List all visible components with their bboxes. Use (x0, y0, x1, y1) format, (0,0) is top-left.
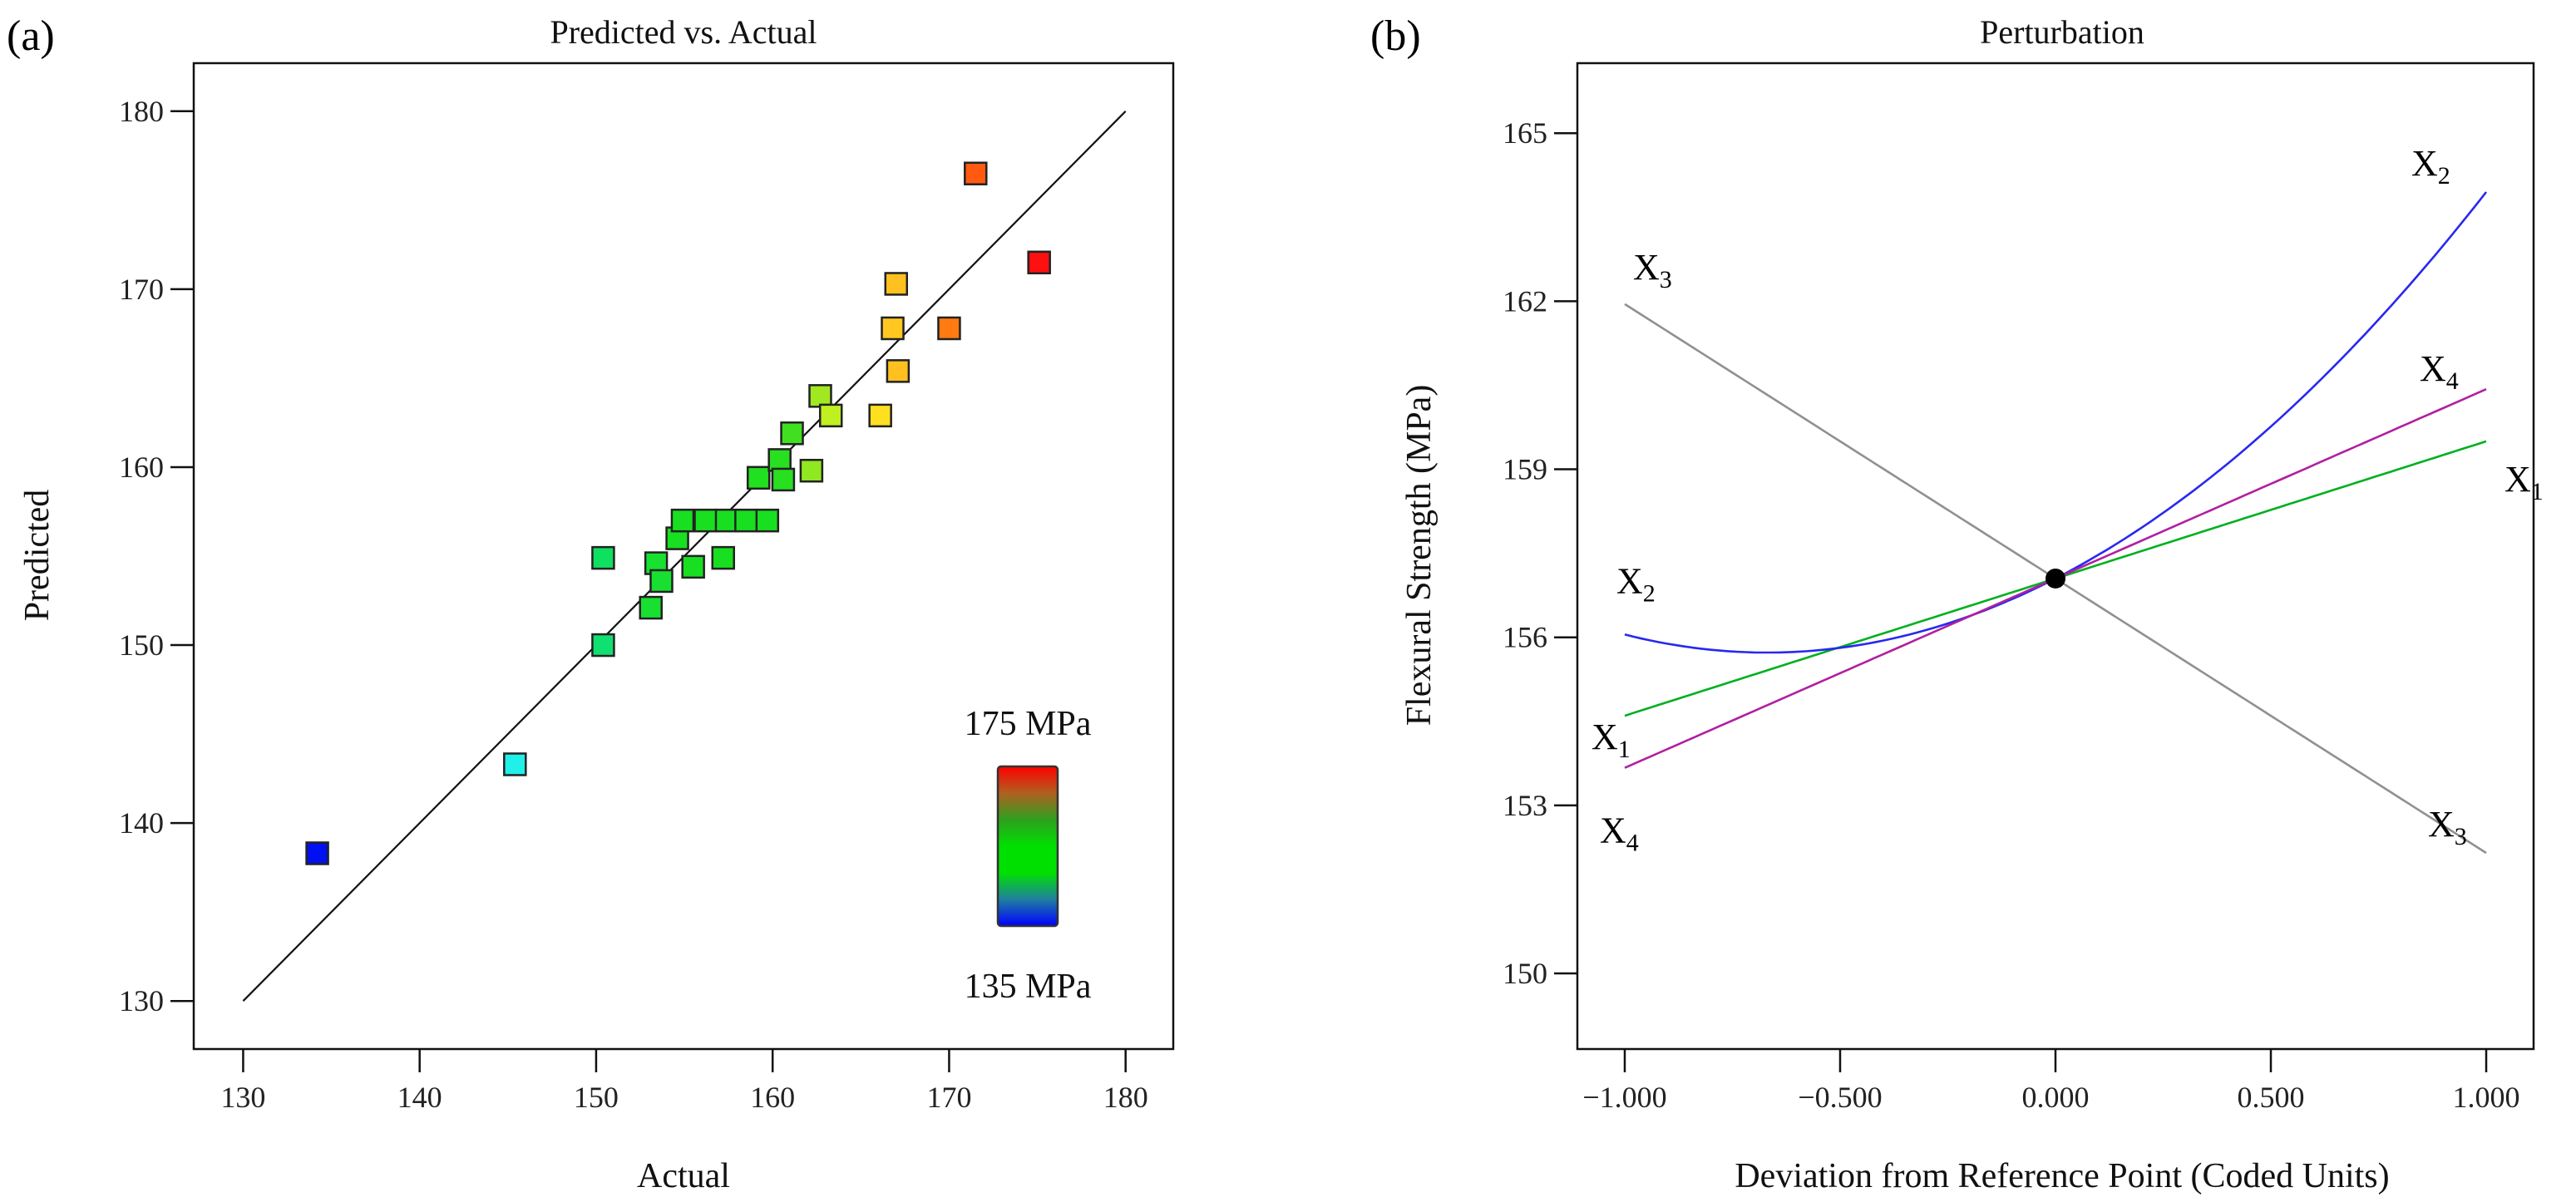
x-tick-label-a: 140 (397, 1081, 442, 1114)
data-point (746, 466, 771, 490)
label-main: X (2411, 143, 2438, 184)
label-subscript: 4 (2446, 367, 2459, 395)
label-subscript: 2 (1643, 579, 1656, 607)
label-subscript: 3 (2455, 823, 2467, 850)
label-subscript: 4 (1626, 830, 1639, 857)
chart-title-b: Perturbation (1980, 13, 2144, 51)
data-point (771, 467, 796, 492)
x-tick-label-b: 1.000 (2453, 1081, 2520, 1114)
data-point (734, 508, 758, 533)
data-point (693, 508, 718, 533)
y-axis-label-a: Predicted (18, 490, 57, 622)
data-point (681, 554, 705, 579)
reference-point-marker (2046, 568, 2065, 589)
data-point (711, 545, 736, 570)
chart-title-a: Predicted vs. Actual (550, 13, 817, 51)
plot-frame-b (1576, 62, 2535, 1051)
label-main: X (2428, 804, 2455, 845)
data-point (799, 458, 824, 483)
y-tick-label-a: 180 (119, 95, 164, 128)
x-axis-label-a: Actual (637, 1157, 730, 1195)
label-subscript: 3 (1660, 266, 1672, 293)
y-tick-label-a: 140 (119, 806, 164, 840)
data-point (886, 359, 910, 383)
label-main: X (1633, 247, 1660, 288)
series-label-x1: X1 (2504, 459, 2544, 505)
x-tick-label-a: 150 (574, 1081, 619, 1114)
x-tick-label-b: −1.000 (1582, 1081, 1666, 1114)
data-point (639, 595, 663, 620)
x-tick-label-a: 130 (220, 1081, 265, 1114)
series-label-x4: X4 (1600, 810, 1639, 857)
colorbar-max-label: 175 MPa (965, 705, 1092, 743)
data-point (649, 569, 674, 594)
x-tick-label-a: 180 (1103, 1081, 1148, 1114)
y-axis-label-b: Flexural Strength (MPa) (1400, 385, 1439, 727)
data-point (503, 752, 527, 776)
data-point (868, 403, 892, 428)
data-point (767, 448, 792, 472)
perturbation-chart: (b) Perturbation Deviation from Referenc… (1370, 12, 2544, 1195)
colorbar (996, 765, 1059, 928)
data-point (881, 316, 905, 341)
y-tick-label-b: 165 (1503, 116, 1547, 150)
data-point (780, 421, 804, 446)
x-tick-label-b: 0.500 (2238, 1081, 2305, 1114)
label-main: X (2504, 459, 2531, 500)
y-tick-label-b: 150 (1503, 957, 1547, 990)
label-main: X (1600, 810, 1626, 851)
x-tick-label-b: 0.000 (2022, 1081, 2090, 1114)
x-tick-label-b: −0.500 (1798, 1081, 1882, 1114)
data-point (937, 316, 961, 341)
label-main: X (1616, 560, 1643, 601)
y-tick-label-a: 170 (119, 273, 164, 306)
y-tick-label-a: 130 (119, 984, 164, 1017)
series-label-x3: X3 (2428, 804, 2467, 850)
label-subscript: 2 (2438, 162, 2450, 190)
data-point (305, 841, 329, 865)
x-tick-label-a: 160 (750, 1081, 795, 1114)
series-label-x4: X4 (2420, 348, 2459, 395)
series-label-x2: X2 (2411, 143, 2450, 190)
label-main: X (1591, 717, 1618, 757)
y-tick-label-b: 153 (1503, 789, 1547, 822)
y-tick-label-a: 160 (119, 451, 164, 484)
y-tick-label-b: 162 (1503, 284, 1547, 318)
data-point (591, 633, 615, 658)
series-label-x1: X1 (1591, 717, 1631, 763)
y-tick-label-a: 150 (119, 628, 164, 662)
data-point (964, 161, 988, 185)
label-subscript: 1 (2531, 478, 2544, 505)
label-subscript: 1 (1618, 736, 1631, 763)
data-point (591, 545, 615, 570)
colorbar-min-label: 135 MPa (965, 968, 1092, 1006)
panel-label-a: (a) (7, 12, 55, 60)
panel-label-b: (b) (1370, 12, 1421, 60)
series-label-x2: X2 (1616, 560, 1656, 607)
data-point (755, 508, 780, 533)
label-main: X (2420, 348, 2446, 389)
x-tick-label-a: 170 (926, 1081, 971, 1114)
data-point (808, 384, 832, 408)
data-point (1027, 250, 1051, 275)
y-tick-label-b: 156 (1503, 621, 1547, 654)
plot-frame-a (192, 62, 1175, 1051)
data-point (670, 508, 695, 533)
data-point (818, 403, 843, 428)
data-point (884, 272, 909, 296)
series-label-x3: X3 (1633, 247, 1672, 293)
predicted-vs-actual-chart: (a) Predicted vs. Actual Actual Predicte… (7, 12, 1175, 1195)
y-tick-label-b: 159 (1503, 453, 1547, 486)
x-axis-label-b: Deviation from Reference Point (Coded Un… (1735, 1157, 2389, 1195)
